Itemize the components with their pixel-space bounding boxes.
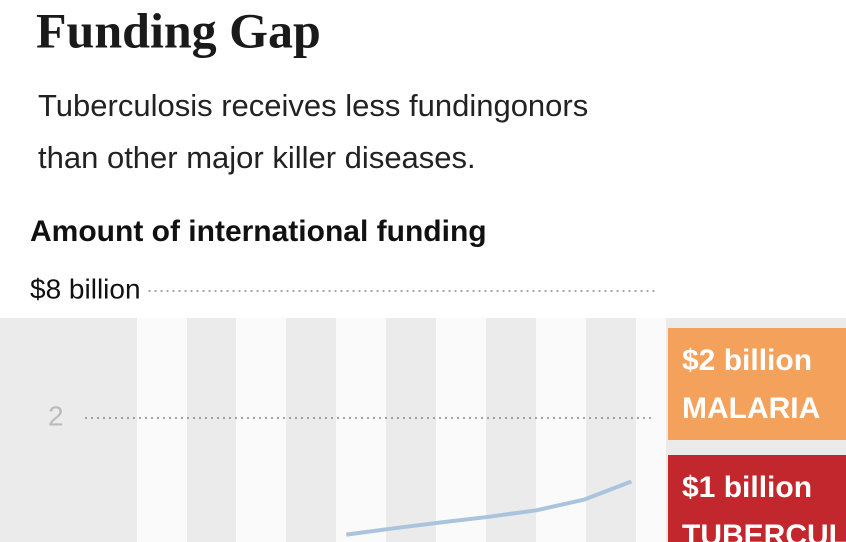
annotation-value: $2 billion	[682, 344, 812, 377]
y-tick-label: $8 billion	[30, 273, 141, 304]
data-line	[346, 479, 633, 537]
subtitle: than other major killer diseases.	[38, 140, 476, 175]
chart-title: Funding Gap	[36, 2, 321, 58]
annotation-box	[668, 455, 846, 542]
subtitle: Tuberculosis receives less fundingonors	[38, 88, 588, 123]
y-axis-label: Amount of international funding	[30, 215, 487, 248]
background-columns	[137, 318, 666, 542]
annotation-box	[668, 328, 846, 440]
annotation-label: TUBERCULOSIS	[682, 519, 846, 542]
y-tick-label: 2	[48, 400, 64, 431]
annotation-value: $1 billion	[682, 471, 812, 504]
annotation-label: MALARIA	[682, 392, 820, 425]
